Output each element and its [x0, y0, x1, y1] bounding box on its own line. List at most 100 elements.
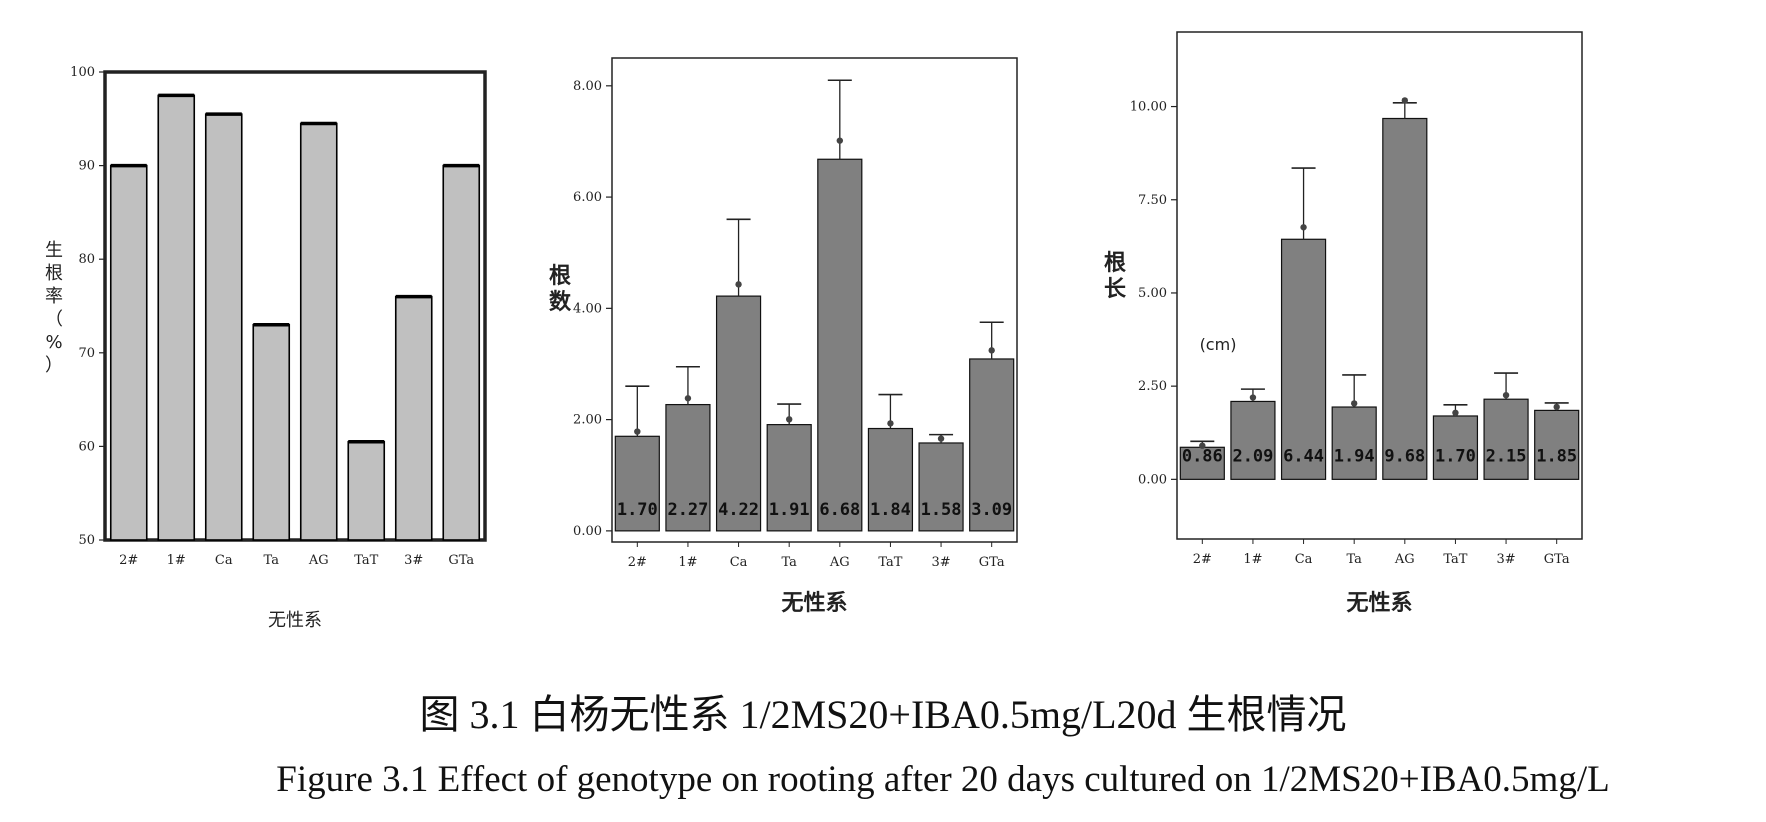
mean-point [1553, 403, 1560, 411]
y-tick-label: 6.00 [573, 190, 602, 205]
x-tick-label: AG [308, 553, 329, 568]
x-tick-label: 2# [628, 555, 647, 570]
mean-point [988, 347, 995, 354]
data-label: 2.09 [1232, 446, 1273, 466]
mean-point [1350, 400, 1358, 407]
caption-english: Figure 3.1 Effect of genotype on rooting… [276, 759, 1610, 800]
x-tick-label: AG [1394, 552, 1415, 567]
bar-3# [1483, 398, 1529, 480]
y-tick-label: 2.00 [573, 413, 602, 428]
x-tick-label: 3# [1496, 552, 1515, 567]
x-tick-label: Ca [1295, 552, 1313, 567]
y-tick-label: 5.00 [1138, 286, 1167, 301]
bar-Ta [766, 424, 812, 532]
mean-point [634, 428, 641, 435]
x-tick-label: GTa [448, 553, 474, 568]
data-label: 2.15 [1486, 446, 1527, 466]
bar-TaT [867, 427, 914, 532]
mean-point [1401, 97, 1409, 104]
x-tick-label: Ca [215, 553, 233, 568]
y-tick-label: 8.00 [573, 79, 602, 94]
data-label: 0.86 [1182, 446, 1223, 466]
x-tick-label: TaT [1443, 552, 1467, 567]
bar-AG [299, 122, 338, 541]
data-label: 4.22 [718, 500, 759, 520]
y-axis-label: 根数 [549, 264, 572, 315]
bar-3# [394, 295, 433, 541]
bar-Ca [204, 113, 243, 541]
mean-point [887, 420, 894, 427]
data-label: 6.68 [819, 500, 860, 520]
bar-AG [817, 158, 863, 532]
x-tick-label: 3# [404, 553, 423, 568]
bar-AG [1382, 117, 1428, 480]
mean-point [1199, 442, 1206, 449]
caption-chinese: 图 3.1 白杨无性系 1/2MS20+IBA0.5mg/L20d 生根情况 [419, 692, 1347, 737]
plot-frame [1176, 31, 1583, 540]
bar-Ta [1331, 406, 1377, 480]
y-tick-label: 0.00 [573, 524, 602, 539]
x-tick-label: Ta [264, 553, 280, 568]
bar-GTa [1534, 409, 1580, 480]
y-axis-label: 根长 [1104, 251, 1127, 302]
bar-2# [1179, 446, 1225, 480]
data-label: 1.70 [617, 500, 658, 520]
y-tick-label: 4.00 [573, 301, 602, 316]
mean-point [1452, 409, 1459, 417]
bar-2# [614, 435, 660, 532]
x-tick-label: Ta [781, 555, 797, 570]
x-axis-label: 无性系 [1346, 591, 1412, 616]
y-tick-label: 0.00 [1138, 472, 1167, 487]
y-tick-label: 80 [78, 252, 95, 267]
data-label: 1.91 [769, 500, 810, 520]
data-label: 1.70 [1435, 446, 1476, 466]
y-tick-label: 100 [70, 65, 95, 80]
bar-Ta [252, 323, 291, 541]
bar-1# [665, 403, 711, 532]
plot-frame [611, 57, 1018, 543]
y-tick-label: 7.50 [1138, 193, 1167, 208]
mean-point [684, 395, 692, 402]
x-tick-label: GTa [1544, 552, 1570, 567]
mean-point [937, 435, 945, 442]
data-label: 3.09 [971, 500, 1012, 520]
y-axis-unit-label: (cm) [1200, 335, 1237, 354]
mean-point [836, 137, 844, 144]
bar-GTa [442, 164, 481, 541]
x-tick-label: Ta [1346, 552, 1362, 567]
y-tick-label: 10.00 [1130, 100, 1167, 115]
data-label: 1.94 [1334, 446, 1375, 466]
y-axis-label: 生根率（%） [45, 240, 63, 376]
x-tick-label: TaT [354, 553, 378, 568]
chart-root-length: 0.00 2.50 5.00 7.50 10.00 0.86 2.09 6.44 1.94 9.6… [1104, 31, 1583, 616]
bar-TaT [1432, 415, 1479, 480]
x-tick-label: 1# [1243, 552, 1262, 567]
mean-point [785, 416, 793, 423]
x-tick-label: AG [829, 555, 850, 570]
x-tick-label: 3# [931, 555, 950, 570]
bar-TaT [347, 440, 386, 541]
data-label: 1.84 [870, 500, 911, 520]
x-tick-label: 2# [1193, 552, 1212, 567]
x-tick-label: 2# [119, 553, 138, 568]
x-axis-label: 无性系 [268, 610, 322, 631]
y-tick-label: 60 [78, 439, 95, 454]
x-tick-label: 1# [678, 555, 697, 570]
bar-Ca [715, 295, 762, 532]
x-tick-label: TaT [878, 555, 902, 570]
bar-1# [1230, 400, 1276, 480]
mean-point [1300, 224, 1307, 231]
bar-2# [109, 164, 148, 541]
x-tick-label: 1# [167, 553, 186, 568]
y-tick-label: 70 [78, 346, 95, 361]
bar-Ca [1280, 238, 1327, 480]
data-label: 6.44 [1283, 446, 1324, 466]
y-tick-label: 90 [78, 159, 95, 174]
x-tick-label: GTa [979, 555, 1005, 570]
data-label: 1.85 [1536, 446, 1577, 466]
bar-3# [918, 442, 964, 532]
data-label: 1.58 [921, 500, 962, 520]
y-tick-label: 50 [78, 533, 95, 548]
data-label: 9.68 [1384, 446, 1425, 466]
